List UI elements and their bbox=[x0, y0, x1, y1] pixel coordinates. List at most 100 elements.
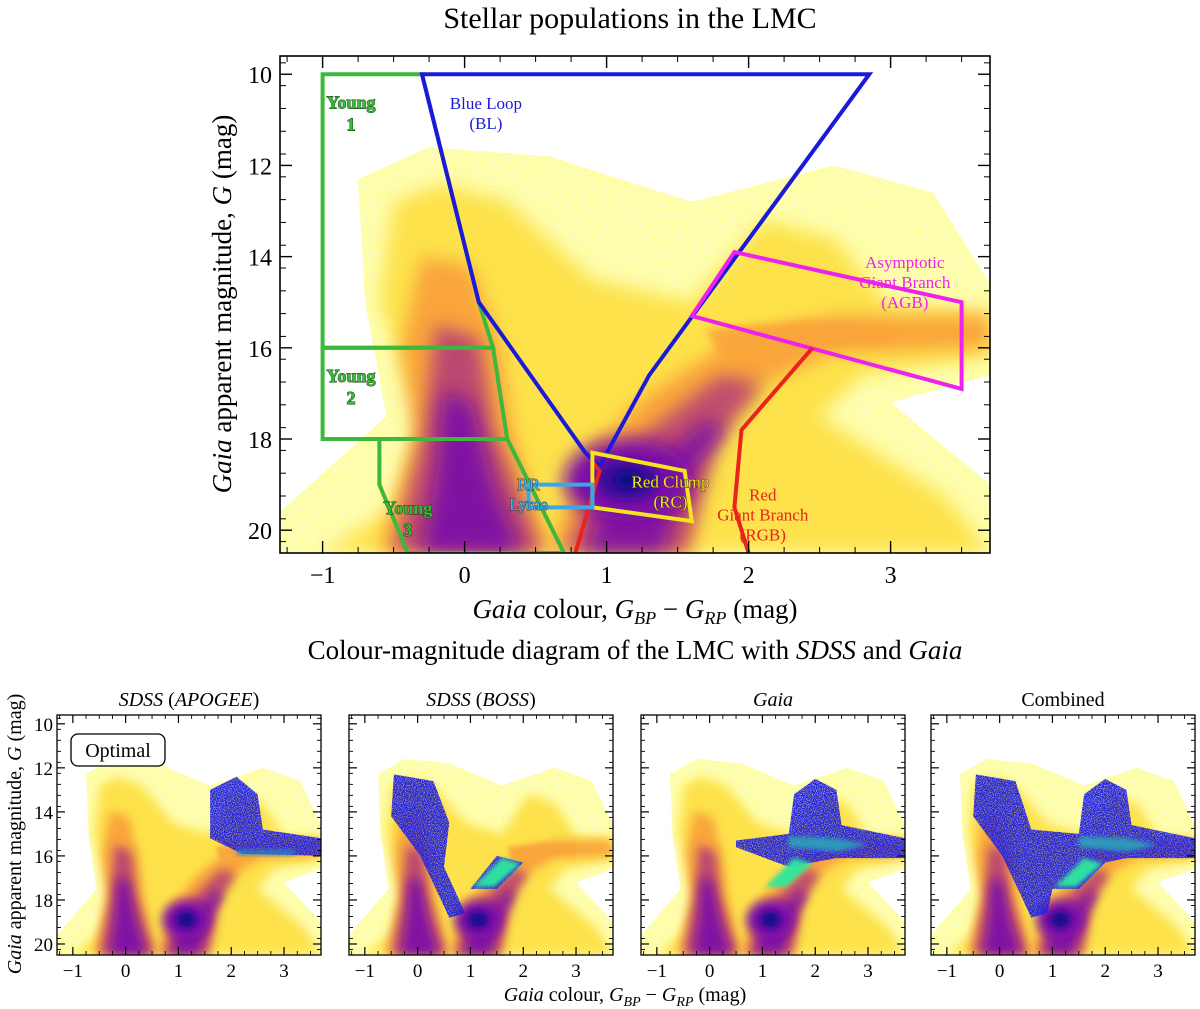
panel-title-part: ) bbox=[253, 689, 260, 711]
panel-combined: Combined −1 0 1 2 3 bbox=[930, 689, 1196, 982]
x-tick-label: 2 bbox=[810, 961, 820, 982]
region-label-young-3-1: 3 bbox=[403, 520, 412, 540]
legend-box bbox=[70, 733, 166, 767]
x-tick-label: −1 bbox=[355, 961, 375, 982]
panel-title-part: SDSS bbox=[426, 689, 470, 711]
x-tick-label: 2 bbox=[226, 961, 236, 982]
top-title: Stellar populations in the LMC bbox=[443, 2, 816, 35]
panel-1-ms-purple bbox=[401, 877, 439, 955]
region-label-red-giant-branch-2: (RGB) bbox=[740, 525, 786, 544]
top-ms-purple bbox=[422, 393, 522, 553]
top-y-tick-label: 10 bbox=[248, 63, 272, 89]
bottom-x-axis-label: Gaia colour, GBP − GRP (mag) bbox=[504, 984, 746, 1009]
x-tick-label: 0 bbox=[705, 961, 715, 982]
x-tick-label: 1 bbox=[174, 961, 184, 982]
panel-sdss-boss: SDSS (BOSS) −1 0 1 2 3 bbox=[348, 689, 614, 982]
region-label-young-1-0: Young bbox=[326, 92, 375, 112]
y-tick-label: 14 bbox=[34, 803, 54, 824]
panel-title-part: BOSS bbox=[482, 689, 529, 711]
region-label-red-clump-0: Red Clump bbox=[632, 473, 710, 492]
panel-selection bbox=[210, 776, 321, 856]
panel-title: Combined bbox=[1021, 689, 1104, 711]
y-tick-label: 18 bbox=[34, 891, 53, 912]
panel-2-rc-centre bbox=[765, 915, 776, 925]
y-tick-label: 12 bbox=[34, 759, 53, 780]
panel-title-part: ( bbox=[163, 689, 175, 711]
top-x-tick-label: 3 bbox=[885, 563, 897, 589]
y-tick-label: 20 bbox=[34, 935, 53, 956]
panel-frame bbox=[56, 714, 322, 956]
x-tick-label: 0 bbox=[995, 961, 1005, 982]
selection-points bbox=[210, 776, 321, 856]
panel-1-rc-centre bbox=[473, 915, 484, 925]
region-label-young-2-1: 2 bbox=[347, 388, 356, 408]
top-y-tick-label: 20 bbox=[248, 519, 272, 545]
agb-dense-streak bbox=[236, 849, 295, 856]
region-label-young-1-1: 1 bbox=[347, 114, 356, 134]
panel-title-part: Gaia bbox=[753, 689, 793, 711]
x-tick-label: 3 bbox=[1153, 961, 1163, 982]
bottom-panels: SDSS (APOGEE)−1 0 1 2 3101214161820OptimalSD… bbox=[34, 689, 1196, 982]
top-y-tick-label: 12 bbox=[248, 154, 272, 180]
region-young-1 bbox=[320, 72, 496, 350]
agb-dense-teal bbox=[788, 836, 868, 852]
y-tick-label: 16 bbox=[34, 847, 53, 868]
top-x-tick-label: 0 bbox=[459, 563, 471, 589]
top-y-tick-label: 16 bbox=[248, 337, 272, 363]
x-tick-label: 1 bbox=[758, 961, 768, 982]
bottom-y-axis-label: Gaia apparent magnitude, G (mag) bbox=[4, 694, 26, 975]
bottom-title: Colour-magnitude diagram of the LMC with… bbox=[308, 635, 963, 665]
region-label-red-giant-branch-0: Red bbox=[749, 485, 777, 504]
panel-title: SDSS (APOGEE) bbox=[119, 689, 260, 711]
top-x-tick-label: 2 bbox=[743, 563, 755, 589]
region-label-young-2-0: Young bbox=[326, 366, 375, 386]
panel-title-part: ( bbox=[471, 689, 483, 711]
panel-title-part: SDSS bbox=[119, 689, 163, 711]
panel-selection bbox=[391, 774, 524, 918]
panel-frame bbox=[640, 714, 906, 956]
panel-1-agb-orange bbox=[507, 842, 576, 861]
panel-title-part: Combined bbox=[1021, 689, 1104, 711]
panel-title-part: ) bbox=[529, 689, 536, 711]
panel-density bbox=[349, 759, 613, 955]
panel-selection bbox=[973, 774, 1195, 918]
region-label-rr-lyrae-1: Lyrae bbox=[509, 495, 548, 514]
panel-frame bbox=[930, 714, 1196, 956]
region-label-blue-loop-0: Blue Loop bbox=[450, 94, 522, 113]
red-clump-dense bbox=[765, 858, 813, 887]
panel-title-part: APOGEE bbox=[173, 689, 253, 711]
red-clump-dense bbox=[1055, 858, 1103, 887]
x-tick-label: 3 bbox=[863, 961, 873, 982]
x-tick-label: 3 bbox=[571, 961, 581, 982]
panel-0-rc-centre bbox=[181, 915, 192, 925]
x-tick-label: −1 bbox=[63, 961, 83, 982]
x-tick-label: 1 bbox=[1048, 961, 1058, 982]
top-agb-orange bbox=[706, 320, 891, 357]
top-x-tick-label: 1 bbox=[601, 563, 613, 589]
selection-agb-upper bbox=[210, 776, 321, 856]
red-clump-dense bbox=[473, 858, 521, 887]
region-red-giant-branch-line-b bbox=[732, 346, 815, 553]
region-young-3 bbox=[377, 437, 567, 553]
x-tick-label: 0 bbox=[413, 961, 423, 982]
region-label-blue-loop-1: (BL) bbox=[469, 114, 502, 133]
y-tick-label: 10 bbox=[34, 715, 53, 736]
region-blue-loop bbox=[419, 72, 874, 470]
region-label-asymptotic-giant-branch-0: Asymptotic bbox=[865, 253, 945, 272]
region-label-rr-lyrae-0: RR bbox=[517, 475, 540, 494]
agb-dense-teal bbox=[1078, 836, 1158, 852]
region-label-red-giant-branch-1: Giant Branch bbox=[717, 505, 809, 524]
panel-0-ms-purple bbox=[109, 877, 147, 955]
x-tick-label: 2 bbox=[1100, 961, 1110, 982]
top-rc-centre bbox=[615, 470, 641, 490]
x-tick-label: 3 bbox=[279, 961, 289, 982]
top-x-tick-label: −1 bbox=[310, 563, 336, 589]
panel-frame bbox=[348, 714, 614, 956]
region-red-giant-branch-line-a bbox=[573, 460, 602, 553]
region-label-young-3-0: Young bbox=[383, 498, 432, 518]
region-label-asymptotic-giant-branch-1: Giant Branch bbox=[859, 273, 951, 292]
panel-gaia: Gaia −1 0 1 2 3 bbox=[640, 689, 906, 982]
panel-density bbox=[57, 759, 321, 955]
